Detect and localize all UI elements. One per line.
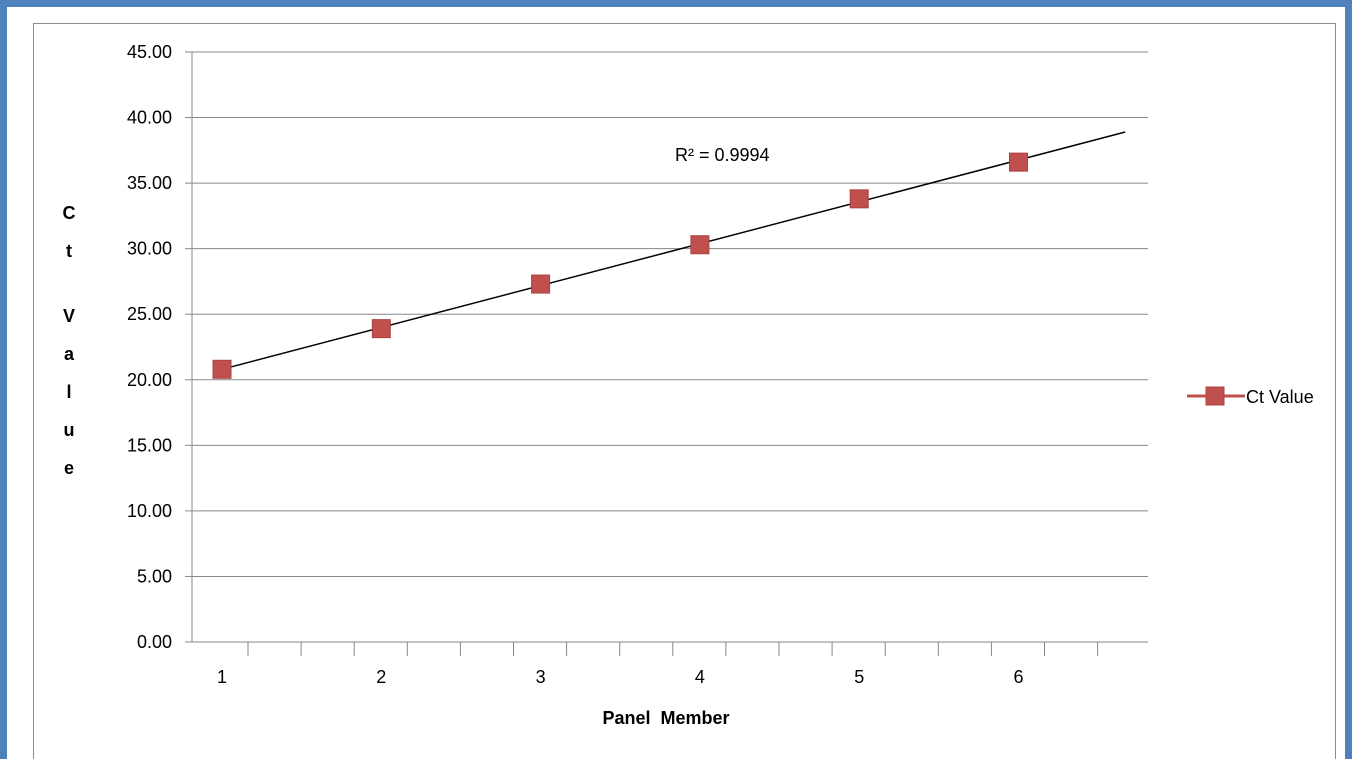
y-axis-title-char: u <box>64 420 75 440</box>
data-points <box>212 152 1028 379</box>
x-tick-label: 1 <box>217 667 227 687</box>
y-axis-title-char: l <box>66 382 71 402</box>
legend-label: Ct Value <box>1246 387 1314 407</box>
trendline <box>221 131 1126 371</box>
y-axis-title-char: a <box>64 344 75 364</box>
x-tick-label: 5 <box>854 667 864 687</box>
y-tick-label: 40.00 <box>127 108 172 128</box>
y-tick-label: 10.00 <box>127 501 172 521</box>
y-tick-label: 5.00 <box>137 566 172 586</box>
y-axis-title-char: t <box>66 241 72 261</box>
y-tick-label: 35.00 <box>127 173 172 193</box>
data-point <box>690 235 710 255</box>
y-axis-title: Ct Value <box>63 203 76 478</box>
data-point <box>371 319 391 339</box>
y-axis-title-char: C <box>63 203 76 223</box>
y-tick-label: 45.00 <box>127 42 172 62</box>
r-squared-label: R² = 0.9994 <box>675 145 770 165</box>
legend: Ct Value <box>1187 386 1314 407</box>
y-axis: 0.00 5.00 10.00 15.00 20.00 25.00 30.00 35.00 40… <box>127 42 193 652</box>
y-tick-label: 30.00 <box>127 239 172 259</box>
chart-area-border <box>33 23 1336 759</box>
gridlines <box>192 51 1148 577</box>
x-tick-label: 6 <box>1013 667 1023 687</box>
trendline-group <box>221 131 1126 371</box>
x-axis-title: Panel Member <box>602 708 729 728</box>
x-axis: 1 2 3 4 5 6 <box>192 641 1148 687</box>
y-axis-title-char: e <box>64 458 74 478</box>
data-point <box>1009 152 1028 172</box>
x-tick-label: 2 <box>376 667 386 687</box>
y-tick-label: 15.00 <box>127 435 172 455</box>
x-tick-label: 3 <box>536 667 546 687</box>
data-point <box>531 274 551 294</box>
y-tick-label: 20.00 <box>127 370 172 390</box>
y-axis-title-char: V <box>63 306 75 326</box>
x-tick-label: 4 <box>695 667 705 687</box>
y-tick-label: 0.00 <box>137 632 172 652</box>
legend-marker <box>1205 386 1225 406</box>
data-point <box>849 189 869 209</box>
data-point <box>212 359 232 379</box>
y-tick-label: 25.00 <box>127 304 172 324</box>
